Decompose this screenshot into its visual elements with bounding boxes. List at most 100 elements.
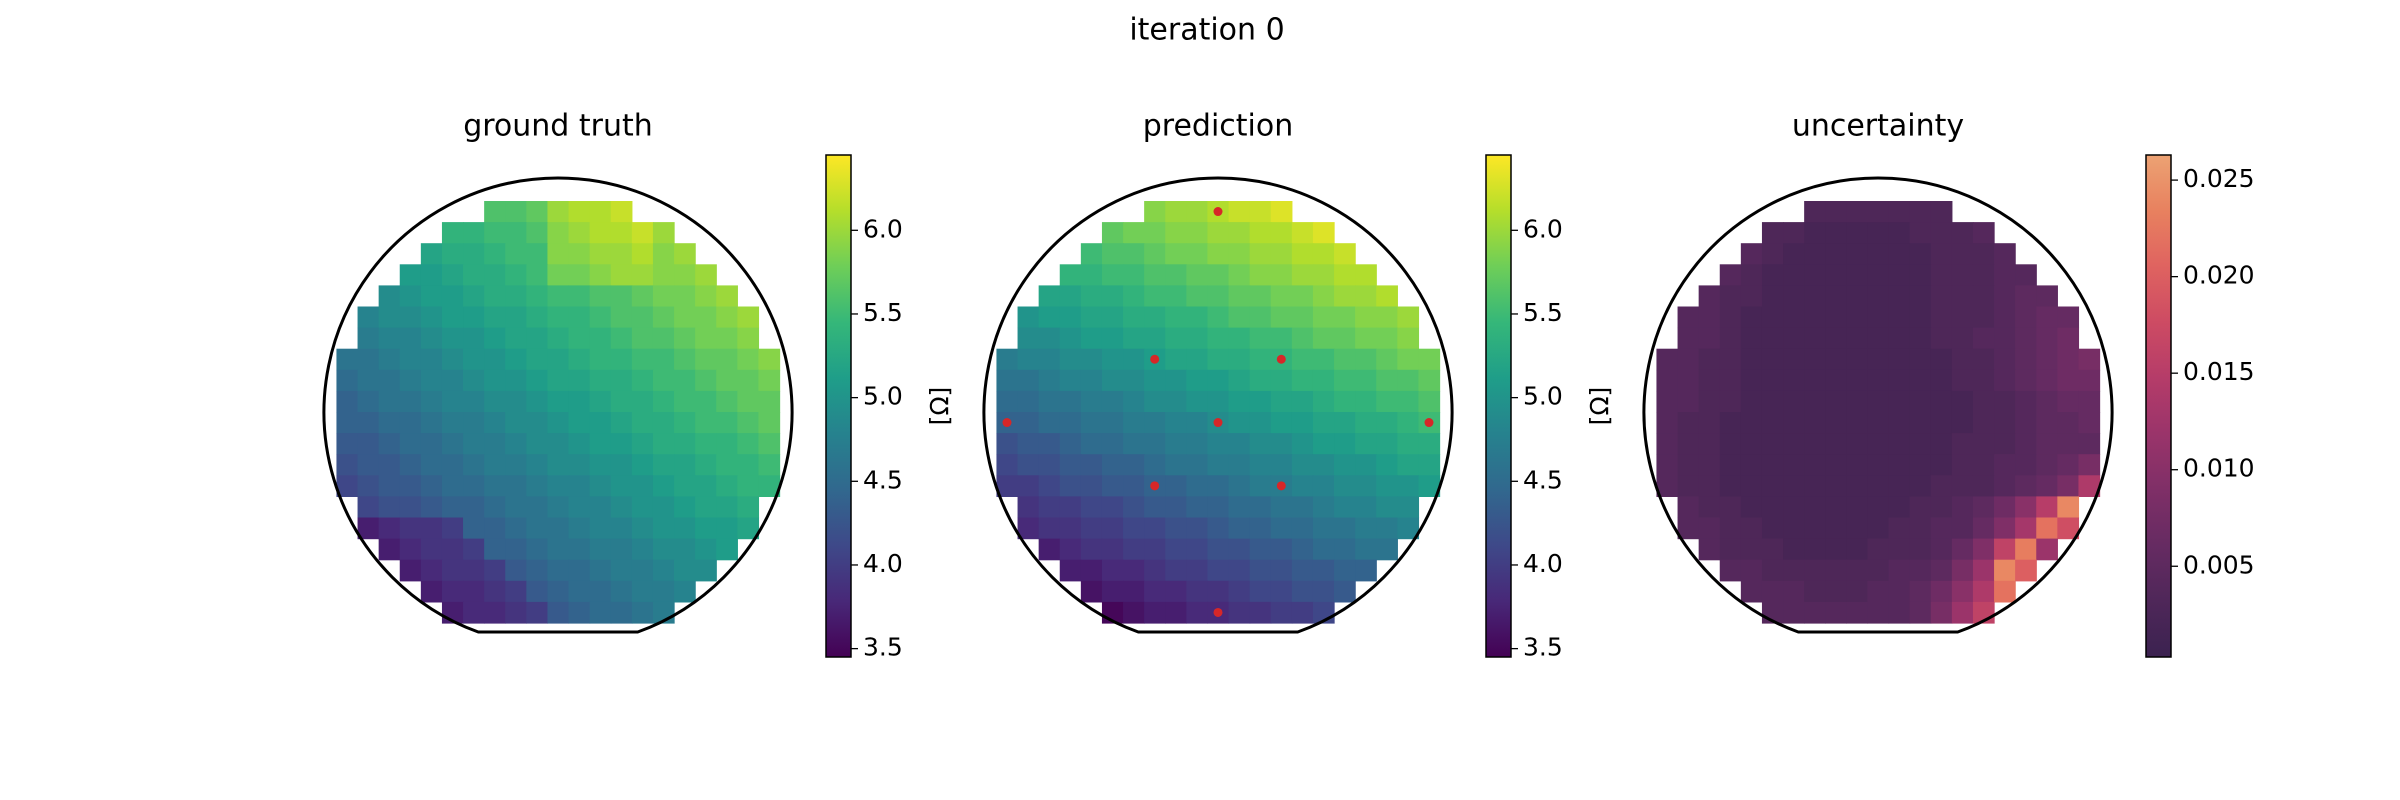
heatmap-cell — [1761, 285, 1784, 308]
heatmap-cell — [1376, 454, 1398, 476]
heatmap-cell — [758, 369, 781, 392]
heatmap-cell — [336, 454, 359, 476]
heatmap-cell — [1270, 559, 1293, 582]
heatmap-cell — [1059, 538, 1082, 561]
heatmap-cell — [1846, 538, 1869, 561]
heatmap-cell — [463, 222, 485, 244]
heatmap-cell — [1144, 327, 1166, 350]
heatmap-cell — [568, 475, 591, 497]
heatmap-cell — [1291, 306, 1314, 329]
heatmap-cell — [1334, 348, 1356, 371]
heatmap-cell — [1376, 496, 1398, 519]
heatmap-cell — [526, 433, 549, 455]
heatmap-cell — [1080, 496, 1103, 519]
heatmap-cell — [1740, 412, 1763, 434]
heatmap-cell — [695, 285, 717, 308]
colorbar — [825, 154, 852, 658]
heatmap-cell — [737, 369, 760, 392]
heatmap-cell — [1994, 580, 2016, 603]
heatmap-cell — [399, 433, 422, 455]
heatmap-cell — [1228, 306, 1251, 329]
heatmap-cell — [1270, 285, 1293, 308]
heatmap-cell — [1249, 327, 1272, 350]
heatmap-cell — [1186, 348, 1209, 371]
heatmap-cell — [1951, 243, 1974, 265]
colorbar-tick-label: 0.025 — [2183, 164, 2255, 193]
heatmap-cell — [1951, 222, 1974, 244]
heatmap-cell — [1291, 454, 1314, 476]
heatmap-cell — [463, 496, 485, 519]
heatmap-cell — [1783, 601, 1805, 624]
heatmap-cell — [463, 306, 485, 329]
heatmap-cell — [1080, 559, 1103, 582]
heatmap-cell — [610, 390, 633, 413]
heatmap-cell — [1059, 369, 1082, 392]
heatmap-cell — [1249, 285, 1272, 308]
heatmap-cell — [1930, 559, 1953, 582]
heatmap-cell — [1228, 348, 1251, 371]
heatmap-cell — [1930, 517, 1953, 540]
heatmap-cell — [1698, 390, 1721, 413]
heatmap-cell — [526, 306, 549, 329]
heatmap-cell — [1144, 559, 1166, 582]
heatmap-cell — [1397, 475, 1420, 497]
heatmap-cell — [1165, 369, 1187, 392]
heatmap-cell — [441, 285, 464, 308]
heatmap-cell — [378, 285, 401, 308]
heatmap-cell — [441, 517, 464, 540]
heatmap-cell — [1144, 390, 1166, 413]
heatmap-cell — [695, 517, 717, 540]
heatmap-cell — [1740, 327, 1763, 350]
heatmap-cell — [1677, 475, 1700, 497]
heatmap-cell — [1677, 348, 1700, 371]
heatmap-cell — [1888, 559, 1911, 582]
heatmap-cell — [1123, 433, 1145, 455]
heatmap-cell — [1804, 433, 1826, 455]
heatmap-cell — [1270, 222, 1293, 244]
heatmap-cell — [652, 285, 675, 308]
heatmap-cell — [484, 369, 506, 392]
heatmap-cell — [1677, 390, 1700, 413]
heatmap-cell — [1719, 285, 1742, 308]
heatmap-cell — [1038, 496, 1061, 519]
heatmap-cell — [1972, 454, 1995, 476]
heatmap-cell — [652, 433, 675, 455]
heatmap-cell — [357, 517, 380, 540]
heatmap-cell — [589, 517, 612, 540]
heatmap-cell — [1846, 306, 1869, 329]
heatmap-cell — [1038, 390, 1061, 413]
heatmap-cell — [1123, 348, 1145, 371]
heatmap-cell — [1951, 369, 1974, 392]
heatmap-cell — [1972, 264, 1995, 286]
heatmap-cell — [2036, 306, 2058, 329]
heatmap-cell — [568, 559, 591, 582]
heatmap-cell — [1165, 496, 1187, 519]
heatmap-cell — [2036, 412, 2058, 434]
heatmap-cell — [1783, 475, 1805, 497]
heatmap-cell — [1397, 433, 1420, 455]
heatmap-cell — [1761, 538, 1784, 561]
heatmap-cell — [378, 390, 401, 413]
heatmap-cell — [1291, 327, 1314, 350]
heatmap-cell — [399, 496, 422, 519]
heatmap-cell — [631, 243, 654, 265]
heatmap-cell — [737, 496, 760, 519]
heatmap-cell — [420, 517, 443, 540]
heatmap-cell — [2036, 348, 2058, 371]
heatmap-cell — [996, 454, 1019, 476]
heatmap-cell — [1017, 433, 1040, 455]
heatmap-cell — [1888, 454, 1911, 476]
heatmap-cell — [1867, 243, 1890, 265]
heatmap-cell — [1207, 222, 1230, 244]
heatmap-cell — [1825, 327, 1847, 350]
heatmap-cell — [1909, 369, 1932, 392]
heatmap-cell — [1867, 517, 1890, 540]
heatmap-cell — [505, 412, 527, 434]
heatmap-cell — [1783, 285, 1805, 308]
colorbar-tick-label: 0.015 — [2183, 357, 2255, 386]
colorbar-label: [Ω] — [925, 387, 954, 426]
heatmap-cell — [674, 412, 696, 434]
colorbar-tick-label: 4.0 — [1523, 549, 1563, 578]
heatmap-cell — [463, 559, 485, 582]
heatmap-cell — [1783, 412, 1805, 434]
